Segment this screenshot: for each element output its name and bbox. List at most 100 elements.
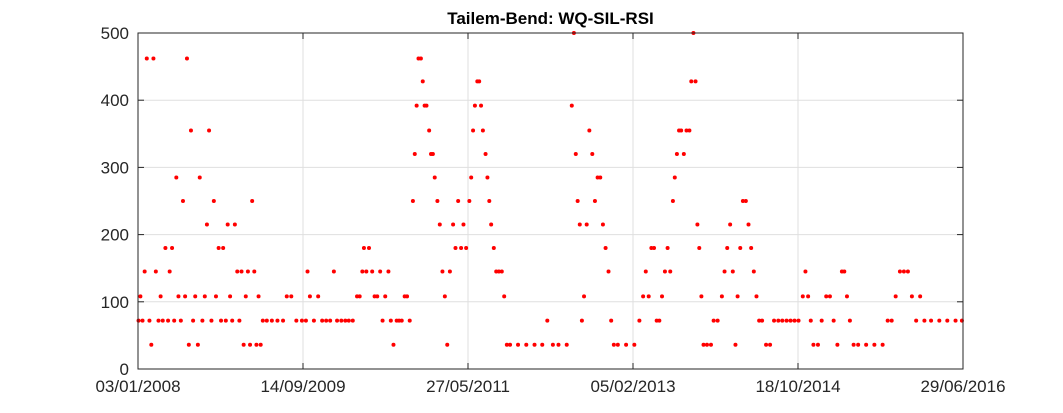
x-axis-ticks: 03/01/2008 14/09/2009 27/05/2011 05/02/2013… [95, 33, 1006, 396]
data-point [281, 318, 286, 323]
data-point [592, 199, 597, 203]
data-point [269, 318, 274, 323]
data-point [496, 269, 501, 274]
data-point [632, 342, 637, 347]
data-point [740, 199, 745, 203]
y-tick-label: 500 [101, 24, 129, 43]
y-tick-label: 400 [101, 91, 129, 110]
data-point [243, 294, 248, 299]
data-point [719, 294, 724, 299]
data-point [611, 342, 616, 347]
data-point [284, 294, 289, 299]
data-point [643, 269, 648, 274]
data-point [582, 294, 587, 299]
data-point [824, 294, 829, 299]
data-point [221, 246, 226, 251]
data-point [587, 128, 592, 133]
chart-title: Tailem-Bend: WQ-SIL-RSI [447, 9, 654, 28]
data-point [153, 269, 158, 274]
data-point [260, 318, 265, 323]
data-point [715, 318, 720, 323]
data-point [827, 294, 832, 299]
data-point [370, 269, 375, 274]
data-point [451, 222, 456, 227]
data-point [730, 269, 735, 274]
y-tick-label: 0 [120, 360, 129, 379]
data-point [294, 318, 299, 323]
data-point [149, 342, 154, 347]
data-point [357, 294, 362, 299]
data-point [760, 318, 765, 323]
data-point [364, 269, 369, 274]
data-point [918, 294, 923, 299]
data-point [624, 342, 629, 347]
data-point [489, 222, 494, 227]
data-point [174, 175, 179, 180]
data-point [248, 342, 253, 347]
data-point [386, 269, 391, 274]
data-point [872, 342, 877, 347]
data-point [660, 294, 665, 299]
data-point [219, 318, 224, 323]
data-point [864, 342, 869, 347]
data-point [847, 318, 852, 323]
data-point [746, 222, 751, 227]
data-point [897, 269, 902, 274]
data-point [435, 199, 440, 203]
data-point [207, 128, 212, 133]
data-point [524, 342, 529, 347]
y-tick-label: 100 [101, 293, 129, 312]
data-point [856, 342, 861, 347]
data-point [657, 318, 662, 323]
data-point [471, 128, 476, 133]
data-point [346, 318, 351, 323]
data-point [328, 318, 333, 323]
data-point [573, 151, 578, 156]
data-point [420, 79, 425, 84]
data-point [749, 246, 754, 251]
data-point [735, 294, 740, 299]
y-axis-ticks: 0 100 200 300 400 500 [101, 24, 963, 379]
x-tick-label: 18/10/2014 [755, 377, 840, 396]
data-point [788, 318, 793, 323]
data-point [202, 294, 207, 299]
data-point [880, 342, 885, 347]
data-point [176, 294, 181, 299]
data-point [701, 342, 706, 347]
data-point [193, 294, 198, 299]
data-point [378, 269, 383, 274]
data-point [600, 222, 605, 227]
data-point [311, 318, 316, 323]
data-point [216, 246, 221, 251]
data-point [211, 199, 216, 203]
data-point [461, 222, 466, 227]
data-point [479, 103, 484, 108]
data-point [191, 318, 196, 323]
data-point [754, 294, 759, 299]
data-point [424, 103, 429, 108]
data-point [722, 269, 727, 274]
data-point [418, 56, 423, 61]
data-point [339, 318, 344, 323]
data-point [641, 294, 646, 299]
data-point [252, 269, 257, 274]
data-point [516, 342, 521, 347]
data-point [728, 222, 733, 227]
data-point [662, 269, 667, 274]
data-point [158, 294, 163, 299]
data-point [289, 294, 294, 299]
data-point [200, 318, 205, 323]
data-point [241, 342, 246, 347]
data-point [405, 294, 410, 299]
data-point [792, 318, 797, 323]
data-point [598, 175, 603, 180]
data-point [350, 318, 355, 323]
data-point [195, 342, 200, 347]
plot-area [138, 33, 963, 369]
data-point [147, 318, 152, 323]
plot-frame [137, 32, 964, 370]
data-point [909, 294, 914, 299]
data-point [184, 56, 189, 61]
data-point [160, 318, 165, 323]
